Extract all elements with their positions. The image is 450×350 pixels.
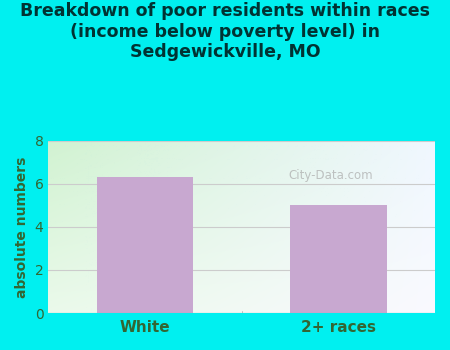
Bar <box>290 205 387 313</box>
Y-axis label: absolute numbers: absolute numbers <box>15 156 29 298</box>
Text: City-Data.com: City-Data.com <box>288 169 373 182</box>
Bar <box>97 177 194 313</box>
Text: Breakdown of poor residents within races
(income below poverty level) in
Sedgewi: Breakdown of poor residents within races… <box>20 2 430 61</box>
